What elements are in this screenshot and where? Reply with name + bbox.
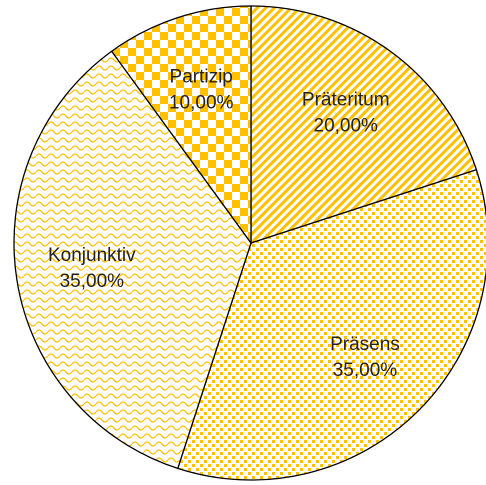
slice-value-label: 10,00%: [169, 93, 234, 114]
pie-slice: [13, 50, 252, 470]
slice-label: Präsens: [330, 334, 400, 355]
slice-value-label: 35,00%: [333, 360, 398, 381]
slice-value-label: 20,00%: [314, 116, 379, 137]
slice-label: Präteritum: [302, 90, 390, 111]
pie-slice: [250, 5, 478, 244]
slice-label: Partizip: [170, 67, 233, 88]
slice-label: Konjunktiv: [48, 245, 136, 266]
pie-slice: [110, 5, 252, 246]
slice-value-label: 35,00%: [60, 271, 125, 292]
pie-slice: [176, 168, 486, 481]
